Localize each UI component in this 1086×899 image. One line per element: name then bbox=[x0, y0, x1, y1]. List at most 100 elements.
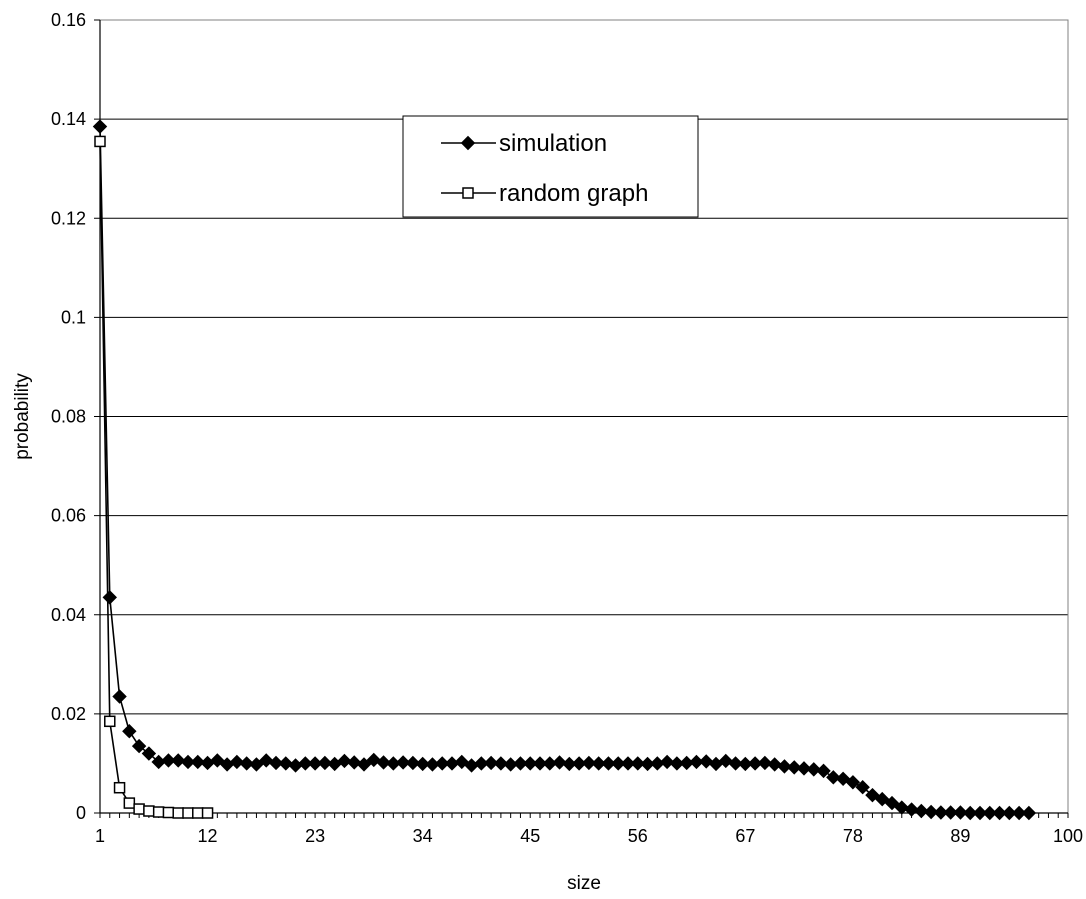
x-tick-label-2: 23 bbox=[305, 826, 325, 846]
point-simulation-4 bbox=[122, 724, 137, 739]
series-layer bbox=[92, 119, 1037, 821]
point-simulation-46 bbox=[532, 756, 548, 771]
x-tick-label-5: 56 bbox=[628, 826, 648, 846]
point-simulation-71 bbox=[777, 759, 792, 774]
point-simulation-79 bbox=[855, 780, 870, 795]
legend-entry-random-graph: random graph bbox=[441, 180, 648, 207]
y-tick-label-2: 0.04 bbox=[51, 605, 86, 625]
point-simulation-3 bbox=[112, 689, 127, 704]
point-simulation-16 bbox=[239, 756, 254, 771]
point-simulation-96 bbox=[1021, 805, 1037, 821]
y-axis-tick-labels: 0 0.02 0.04 0.06 0.08 0.1 0.12 0.14 0.16 bbox=[51, 10, 86, 823]
y-tick-label-0: 0 bbox=[76, 803, 86, 823]
point-simulation-17 bbox=[249, 757, 264, 772]
point-simulation-26 bbox=[337, 753, 352, 769]
point-simulation-86 bbox=[923, 804, 939, 820]
point-simulation-56 bbox=[630, 756, 645, 771]
legend-label-simulation: simulation bbox=[499, 130, 607, 157]
point-simulation-19 bbox=[268, 755, 284, 771]
point-simulation-80 bbox=[865, 787, 880, 803]
point-random-graph-11 bbox=[192, 807, 204, 819]
point-simulation-8 bbox=[161, 753, 176, 768]
x-tick-label-6: 67 bbox=[735, 826, 755, 846]
point-simulation-5 bbox=[131, 738, 147, 754]
point-simulation-55 bbox=[620, 756, 636, 771]
y-tick-label-4: 0.08 bbox=[51, 407, 86, 427]
point-simulation-11 bbox=[190, 754, 205, 770]
point-simulation-2 bbox=[102, 590, 117, 605]
point-simulation-74 bbox=[806, 762, 821, 777]
point-random-graph-1 bbox=[94, 135, 106, 148]
point-simulation-41 bbox=[483, 755, 499, 771]
legend-box bbox=[402, 115, 699, 218]
point-random-graph-12 bbox=[201, 807, 214, 819]
point-simulation-22 bbox=[298, 756, 313, 771]
series-line-simulation bbox=[99, 126, 1029, 814]
point-simulation-76 bbox=[826, 770, 841, 785]
point-simulation-75 bbox=[816, 763, 831, 779]
point-simulation-92 bbox=[982, 805, 997, 821]
point-simulation-69 bbox=[757, 755, 773, 771]
legend-swatch-simulation bbox=[441, 135, 496, 151]
legend-swatch-marker-0 bbox=[460, 135, 476, 151]
legend-swatch-random-graph bbox=[441, 187, 496, 199]
point-simulation-65 bbox=[718, 753, 733, 769]
point-simulation-63 bbox=[699, 754, 714, 769]
point-simulation-10 bbox=[180, 754, 196, 770]
x-tick-label-8: 89 bbox=[950, 826, 970, 846]
point-simulation-27 bbox=[347, 755, 362, 770]
series-line-random-graph bbox=[99, 141, 208, 814]
point-simulation-89 bbox=[953, 805, 968, 820]
point-simulation-20 bbox=[278, 756, 293, 771]
y-tick-label-5: 0.1 bbox=[61, 307, 86, 327]
x-tick-label-9: 100 bbox=[1053, 826, 1083, 846]
point-simulation-51 bbox=[581, 755, 597, 771]
point-simulation-87 bbox=[933, 805, 949, 820]
y-tick-label-8: 0.16 bbox=[51, 10, 86, 30]
gridlines bbox=[100, 19, 1068, 715]
point-simulation-12 bbox=[200, 755, 215, 771]
point-simulation-21 bbox=[288, 758, 303, 773]
point-simulation-72 bbox=[787, 760, 802, 775]
x-tick-label-7: 78 bbox=[843, 826, 863, 846]
point-random-graph-2 bbox=[104, 715, 116, 728]
point-random-graph-10 bbox=[182, 807, 194, 819]
point-simulation-30 bbox=[376, 755, 391, 770]
x-axis-tick-labels: 1 12 23 34 45 56 67 78 89 100 bbox=[95, 826, 1083, 846]
point-simulation-36 bbox=[435, 756, 450, 771]
point-simulation-1 bbox=[92, 119, 108, 134]
point-simulation-42 bbox=[493, 756, 509, 771]
series-random-graph bbox=[94, 135, 214, 819]
point-simulation-28 bbox=[356, 757, 372, 772]
x-tick-label-3: 34 bbox=[413, 826, 433, 846]
point-random-graph-9 bbox=[172, 807, 184, 819]
point-simulation-85 bbox=[914, 803, 929, 819]
point-simulation-15 bbox=[229, 754, 245, 770]
legend-label-random-graph: random graph bbox=[499, 180, 648, 207]
x-tick-label-1: 12 bbox=[198, 826, 218, 846]
point-simulation-94 bbox=[1002, 805, 1017, 821]
point-simulation-66 bbox=[728, 756, 743, 771]
x-tick-label-0: 1 bbox=[95, 826, 105, 846]
point-simulation-91 bbox=[972, 805, 988, 821]
point-simulation-84 bbox=[904, 802, 919, 817]
y-tick-label-3: 0.06 bbox=[51, 506, 86, 526]
point-random-graph-3 bbox=[113, 781, 126, 794]
point-random-graph-8 bbox=[162, 806, 175, 819]
point-simulation-52 bbox=[591, 756, 606, 771]
point-simulation-83 bbox=[894, 800, 909, 815]
point-simulation-24 bbox=[317, 755, 333, 771]
axes bbox=[94, 19, 1069, 818]
point-random-graph-6 bbox=[143, 805, 155, 817]
point-simulation-32 bbox=[395, 755, 411, 770]
point-random-graph-5 bbox=[133, 803, 145, 815]
point-simulation-81 bbox=[875, 791, 890, 807]
legend-swatch-marker-1 bbox=[462, 187, 474, 199]
point-simulation-93 bbox=[992, 805, 1007, 821]
y-tick-label-6: 0.12 bbox=[51, 208, 86, 228]
point-simulation-73 bbox=[796, 761, 812, 776]
point-simulation-88 bbox=[943, 805, 958, 820]
x-axis-label: size bbox=[567, 873, 601, 894]
point-simulation-9 bbox=[171, 753, 186, 768]
